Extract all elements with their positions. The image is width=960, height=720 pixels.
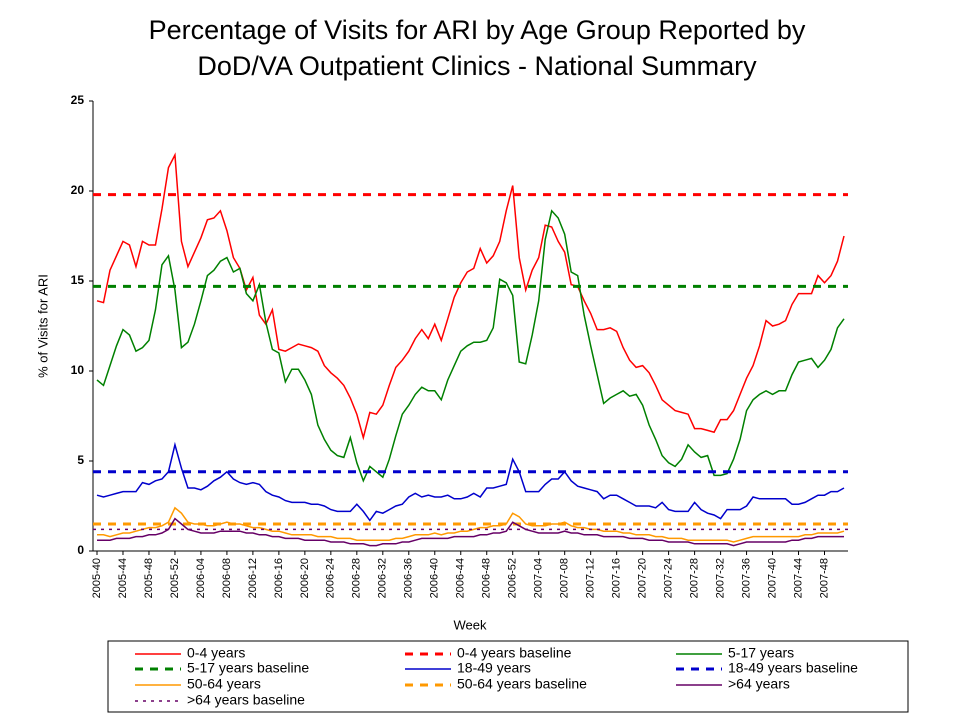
x-tick-label: 2006-28	[351, 558, 363, 598]
x-tick-label: 2006-08	[221, 558, 233, 598]
chart-title: Percentage of Visits for ARI by Age Grou…	[149, 15, 806, 45]
series-line	[96, 209, 845, 483]
legend-label: 0-4 years	[187, 645, 245, 661]
x-tick-label: 2006-12	[247, 558, 259, 598]
y-tick-label: 25	[71, 93, 85, 107]
x-tick-label: 2007-28	[689, 558, 701, 598]
y-tick-label: 20	[71, 183, 85, 197]
x-tick-label: 2006-36	[403, 558, 415, 598]
x-tick-label: 2005-40	[91, 558, 103, 598]
x-tick-label: 2006-48	[481, 558, 493, 598]
y-tick-label: 15	[71, 273, 85, 287]
x-tick-label: 2006-24	[325, 558, 337, 598]
legend-label: >64 years baseline	[187, 692, 305, 708]
legend-label: 50-64 years baseline	[457, 676, 587, 692]
x-tick-label: 2006-32	[377, 558, 389, 598]
x-tick-label: 2007-20	[637, 558, 649, 598]
x-tick-label: 2007-48	[818, 558, 830, 598]
x-tick-label: 2005-48	[143, 558, 155, 598]
x-tick-label: 2005-44	[117, 558, 129, 598]
x-tick-label: 2007-36	[740, 558, 752, 598]
legend-label: 5-17 years	[728, 645, 794, 661]
legend-label: 18-49 years baseline	[728, 660, 858, 676]
legend-label: 50-64 years	[187, 676, 261, 692]
legend-label: 18-49 years	[457, 660, 531, 676]
x-tick-label: 2007-40	[766, 558, 778, 598]
x-tick-label: 2006-40	[429, 558, 441, 598]
x-tick-label: 2006-52	[507, 558, 519, 598]
series-line	[97, 517, 844, 547]
x-tick-label: 2007-44	[792, 558, 804, 598]
x-tick-label: 2007-24	[663, 558, 675, 598]
series-line	[96, 152, 845, 441]
series-line	[97, 506, 845, 543]
x-axis-label: Week	[454, 617, 487, 632]
x-tick-label: 2005-52	[169, 558, 181, 598]
x-tick-label: 2007-04	[533, 558, 545, 598]
x-tick-label: 2006-20	[299, 558, 311, 598]
legend-label: >64 years	[728, 676, 790, 692]
x-tick-label: 2006-16	[273, 558, 285, 598]
x-tick-label: 2007-08	[559, 558, 571, 598]
x-tick-label: 2007-16	[611, 558, 623, 598]
series-line	[96, 441, 845, 522]
y-tick-label: 5	[77, 453, 84, 467]
x-tick-label: 2006-44	[455, 558, 467, 598]
x-tick-label: 2006-04	[195, 558, 207, 598]
chart-title: DoD/VA Outpatient Clinics - National Sum…	[197, 51, 757, 81]
x-tick-label: 2007-12	[585, 558, 597, 598]
x-tick-label: 2007-32	[714, 558, 726, 598]
legend-label: 5-17 years baseline	[187, 660, 309, 676]
y-tick-label: 10	[71, 363, 85, 377]
legend-label: 0-4 years baseline	[457, 645, 572, 661]
legend-box	[107, 640, 909, 713]
y-axis-label: % of Visits for ARI	[35, 274, 50, 378]
y-tick-label: 0	[77, 543, 84, 557]
